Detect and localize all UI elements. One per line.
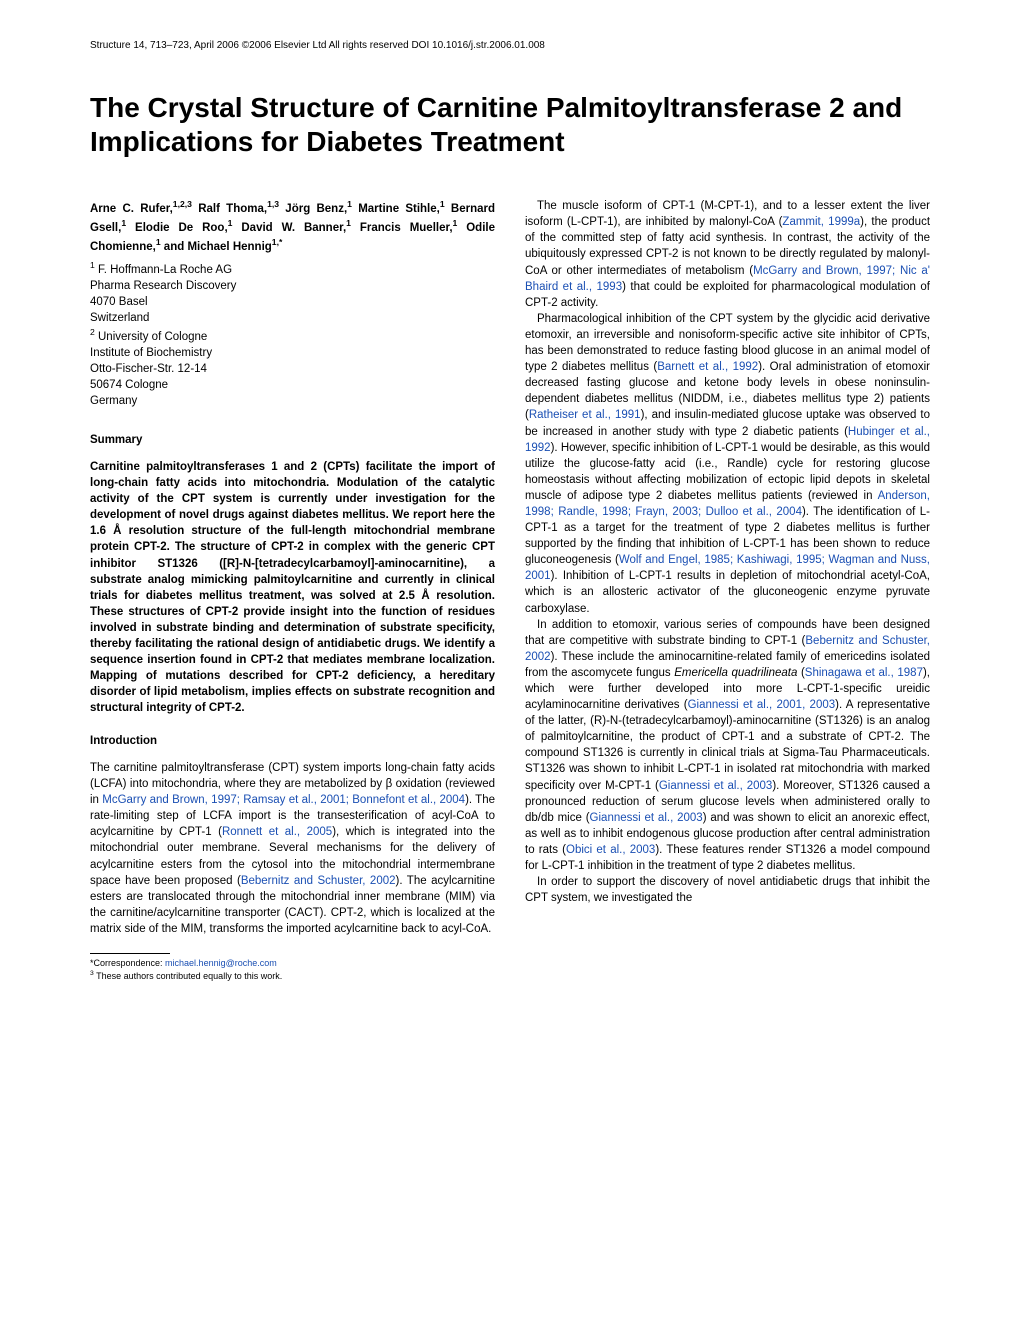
- species-italic: Emericella quadrilineata: [674, 667, 797, 679]
- citation-link[interactable]: Barnett et al., 1992: [657, 361, 758, 373]
- left-column: Arne C. Rufer,1,2,3 Ralf Thoma,1,3 Jörg …: [90, 198, 495, 982]
- summary-paragraph: Carnitine palmitoyltransferases 1 and 2 …: [90, 459, 495, 717]
- citation-link[interactable]: Shinagawa et al., 1987: [805, 667, 923, 679]
- affiliation-line: Pharma Research Discovery: [90, 278, 495, 294]
- body-paragraph: In order to support the discovery of nov…: [525, 874, 930, 906]
- article-title: The Crystal Structure of Carnitine Palmi…: [90, 91, 930, 158]
- text-run: ). Inhibition of L-CPT-1 results in depl…: [525, 570, 930, 614]
- affiliations-block: 1 F. Hoffmann-La Roche AG Pharma Researc…: [90, 259, 495, 410]
- text-run: (: [797, 667, 804, 679]
- text-run: ). However, specific inhibition of L-CPT…: [525, 442, 930, 502]
- body-paragraph: The muscle isoform of CPT-1 (M-CPT-1), a…: [525, 198, 930, 311]
- citation-link[interactable]: Bebernitz and Schuster, 2002: [241, 875, 396, 887]
- summary-heading: Summary: [90, 433, 495, 449]
- correspondence-email[interactable]: michael.hennig@roche.com: [165, 958, 277, 968]
- two-column-layout: Arne C. Rufer,1,2,3 Ralf Thoma,1,3 Jörg …: [90, 198, 930, 982]
- footnote-separator: [90, 953, 170, 954]
- citation-link[interactable]: Ratheiser et al., 1991: [529, 409, 641, 421]
- citation-link[interactable]: Giannessi et al., 2001, 2003: [688, 699, 836, 711]
- author-list: Arne C. Rufer,1,2,3 Ralf Thoma,1,3 Jörg …: [90, 198, 495, 255]
- citation-link[interactable]: Giannessi et al., 2003: [590, 812, 703, 824]
- citation-link[interactable]: Obici et al., 2003: [566, 844, 655, 856]
- affiliation-line: 2 University of Cologne: [90, 326, 495, 345]
- intro-paragraph-1: The carnitine palmitoyltransferase (CPT)…: [90, 760, 495, 937]
- text-run: In order to support the discovery of nov…: [525, 876, 930, 904]
- affiliation-line: 1 F. Hoffmann-La Roche AG: [90, 259, 495, 278]
- text-run: ). A representative of the latter, (R)-N…: [525, 699, 930, 791]
- affiliation-line: Otto-Fischer-Str. 12-14: [90, 361, 495, 377]
- equal-contribution-footnote: 3 These authors contributed equally to t…: [90, 970, 495, 983]
- citation-link[interactable]: Giannessi et al., 2003: [659, 780, 772, 792]
- citation-link[interactable]: Ronnett et al., 2005: [222, 826, 332, 838]
- citation-link[interactable]: Zammit, 1999a: [782, 216, 860, 228]
- affiliation-line: Institute of Biochemistry: [90, 345, 495, 361]
- body-paragraph: Pharmacological inhibition of the CPT sy…: [525, 311, 930, 617]
- introduction-heading: Introduction: [90, 734, 495, 750]
- body-paragraph: In addition to etomoxir, various series …: [525, 617, 930, 875]
- affiliation-line: Switzerland: [90, 310, 495, 326]
- journal-header: Structure 14, 713–723, April 2006 ©2006 …: [90, 40, 930, 51]
- citation-link[interactable]: McGarry and Brown, 1997; Ramsay et al., …: [102, 794, 465, 806]
- right-column: The muscle isoform of CPT-1 (M-CPT-1), a…: [525, 198, 930, 982]
- footnote-label: *Correspondence:: [90, 958, 165, 968]
- page-container: Structure 14, 713–723, April 2006 ©2006 …: [0, 0, 1020, 1320]
- correspondence-footnote: *Correspondence: michael.hennig@roche.co…: [90, 958, 495, 970]
- affiliation-line: Germany: [90, 393, 495, 409]
- affiliation-line: 4070 Basel: [90, 294, 495, 310]
- affiliation-line: 50674 Cologne: [90, 377, 495, 393]
